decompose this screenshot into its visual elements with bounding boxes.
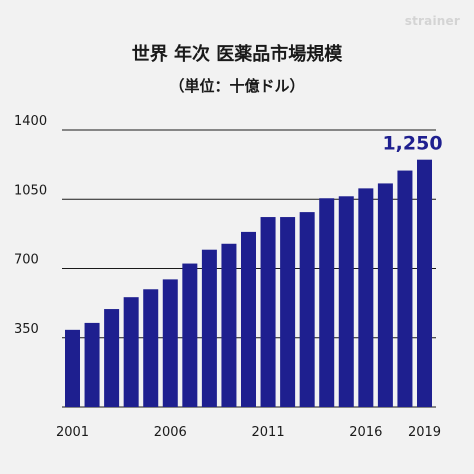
bar-2014 (319, 198, 335, 407)
bar-2011 (260, 217, 276, 407)
y-tick-label: 700 (14, 253, 39, 268)
bar-2015 (338, 196, 354, 407)
bar-2002 (84, 322, 100, 407)
y-axis-ticks: 350 700 1050 1400 (14, 114, 47, 337)
bar-2004 (123, 297, 139, 407)
y-tick-label: 1050 (14, 183, 47, 198)
bar-2019 (417, 159, 432, 407)
x-tick-label: 2019 (408, 425, 441, 440)
bar-2018 (397, 170, 413, 407)
annotations: 1,250 (382, 133, 442, 155)
x-tick-label: 2011 (252, 425, 285, 440)
y-tick-label: 1400 (14, 114, 47, 129)
bars (65, 159, 432, 407)
bar-2001 (65, 329, 80, 407)
x-tick-label: 2001 (56, 425, 89, 440)
bar-2013 (299, 212, 315, 407)
x-axis-ticks: 2001 2006 2011 2016 2019 (56, 425, 441, 440)
x-tick-label: 2016 (349, 425, 382, 440)
x-tick-label: 2006 (154, 425, 187, 440)
bar-2016 (358, 188, 374, 407)
bar-2012 (280, 217, 296, 407)
chart-subtitle: （単位：十億ドル） (169, 77, 305, 95)
bar-2006 (162, 279, 178, 407)
y-tick-label: 350 (14, 322, 39, 337)
bar-2010 (241, 231, 256, 407)
bar-2009 (221, 243, 237, 407)
brand-watermark: strainer (404, 14, 460, 28)
bar-2017 (377, 183, 393, 407)
chart-title: 世界 年次 医薬品市場規模 (131, 44, 343, 65)
bar-2003 (104, 309, 120, 407)
bar-2007 (182, 263, 198, 407)
bar-2005 (143, 289, 159, 407)
bar-2008 (201, 249, 217, 407)
value-callout: 1,250 (382, 133, 442, 155)
